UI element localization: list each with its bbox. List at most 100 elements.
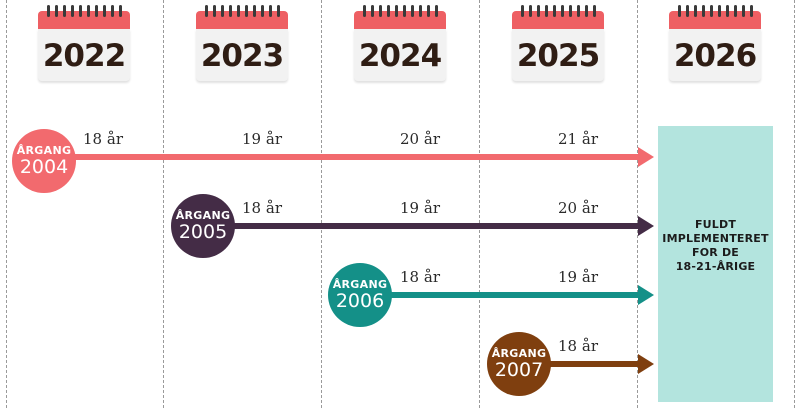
column-divider [321, 0, 322, 408]
fully-implemented-box: FULDT IMPLEMENTERET FOR DE 18-21-ÅRIGE [658, 126, 773, 402]
badge-year: 2004 [19, 156, 69, 178]
calendar-2022: 2022 [38, 5, 130, 83]
age-label: 21 år [558, 130, 598, 148]
calendar-page [512, 29, 604, 81]
calendar-year: 2022 [42, 38, 126, 74]
calendar-year: 2026 [673, 38, 757, 74]
badge-year: 2007 [494, 359, 544, 381]
calendar-ring [718, 5, 721, 17]
cohort-badge-2004: ÅRGANG 2004 [12, 129, 76, 193]
age-label: 19 år [558, 268, 598, 286]
calendar-ring [71, 5, 74, 17]
age-label: 18 år [400, 268, 440, 286]
arrow-shaft [40, 154, 640, 160]
calendar-header [354, 11, 446, 31]
calendar-ring [521, 5, 524, 17]
calendar-ring [205, 5, 208, 17]
calendar-ring [221, 5, 224, 17]
calendar-ring [47, 5, 50, 17]
calendar-ring [363, 5, 366, 17]
calendar-ring [419, 5, 422, 17]
calendar-page [669, 29, 761, 81]
age-label: 18 år [83, 130, 123, 148]
calendar-year: 2023 [200, 38, 284, 74]
calendar-ring [585, 5, 588, 17]
calendar-ring [277, 5, 280, 17]
calendar-ring [237, 5, 240, 17]
calendar-year: 2024 [358, 38, 442, 74]
calendar-ring [119, 5, 122, 17]
calendar-ring [371, 5, 374, 17]
cohort-badge-2007: ÅRGANG 2007 [487, 332, 551, 396]
column-divider [637, 0, 638, 408]
arrow-head [638, 216, 654, 236]
calendar-ring [726, 5, 729, 17]
calendar-ring [253, 5, 256, 17]
calendar-ring [387, 5, 390, 17]
column-divider [794, 0, 795, 408]
column-divider [163, 0, 164, 408]
calendar-ring [213, 5, 216, 17]
calendar-year: 2025 [516, 38, 600, 74]
calendar-ring [537, 5, 540, 17]
badge-year: 2005 [178, 221, 228, 243]
timeline-arrow-2005 [200, 216, 654, 236]
calendar-ring [561, 5, 564, 17]
calendar-ring [63, 5, 66, 17]
calendar-ring [678, 5, 681, 17]
age-label: 20 år [400, 130, 440, 148]
fully-implemented-text: FULDT IMPLEMENTERET FOR DE 18-21-ÅRIGE [658, 218, 773, 274]
calendar-2026: 2026 [669, 5, 761, 83]
final-line: 18-21-ÅRIGE [675, 260, 756, 273]
calendar-ring [686, 5, 689, 17]
calendar-ring [742, 5, 745, 17]
calendar-ring [569, 5, 572, 17]
calendar-header [196, 11, 288, 31]
age-label: 19 år [400, 199, 440, 217]
arrow-shaft [520, 361, 640, 367]
calendar-ring [694, 5, 697, 17]
calendar-ring [435, 5, 438, 17]
calendar-2023: 2023 [196, 5, 288, 83]
final-line: FOR DE [691, 246, 739, 259]
calendar-ring [269, 5, 272, 17]
calendar-ring [702, 5, 705, 17]
calendar-ring [379, 5, 382, 17]
calendar-page [38, 29, 130, 81]
badge-label: ÅRGANG [175, 209, 231, 222]
calendar-ring [545, 5, 548, 17]
timeline-arrow-2007 [520, 354, 654, 374]
calendar-ring [577, 5, 580, 17]
calendar-ring [734, 5, 737, 17]
arrow-head [638, 354, 654, 374]
badge-year: 2006 [335, 290, 385, 312]
final-line: FULDT [694, 218, 737, 231]
calendar-ring [261, 5, 264, 17]
arrow-shaft [200, 223, 640, 229]
age-label: 18 år [558, 337, 598, 355]
column-divider [479, 0, 480, 408]
cohort-badge-2006: ÅRGANG 2006 [328, 263, 392, 327]
final-line: IMPLEMENTERET [662, 232, 769, 245]
calendar-header [669, 11, 761, 31]
arrow-shaft [360, 292, 640, 298]
calendar-2025: 2025 [512, 5, 604, 83]
calendar-2024: 2024 [354, 5, 446, 83]
calendar-header [38, 11, 130, 31]
calendar-ring [79, 5, 82, 17]
age-label: 18 år [242, 199, 282, 217]
arrow-head [638, 147, 654, 167]
calendar-ring [710, 5, 713, 17]
age-label: 20 år [558, 199, 598, 217]
calendar-ring [111, 5, 114, 17]
timeline-arrow-2006 [360, 285, 654, 305]
calendar-page [354, 29, 446, 81]
calendar-ring [529, 5, 532, 17]
timeline-arrow-2004 [40, 147, 654, 167]
calendar-ring [750, 5, 753, 17]
calendar-ring [395, 5, 398, 17]
age-label: 19 år [242, 130, 282, 148]
badge-label: ÅRGANG [491, 347, 547, 360]
column-divider [6, 0, 7, 408]
calendar-header [512, 11, 604, 31]
